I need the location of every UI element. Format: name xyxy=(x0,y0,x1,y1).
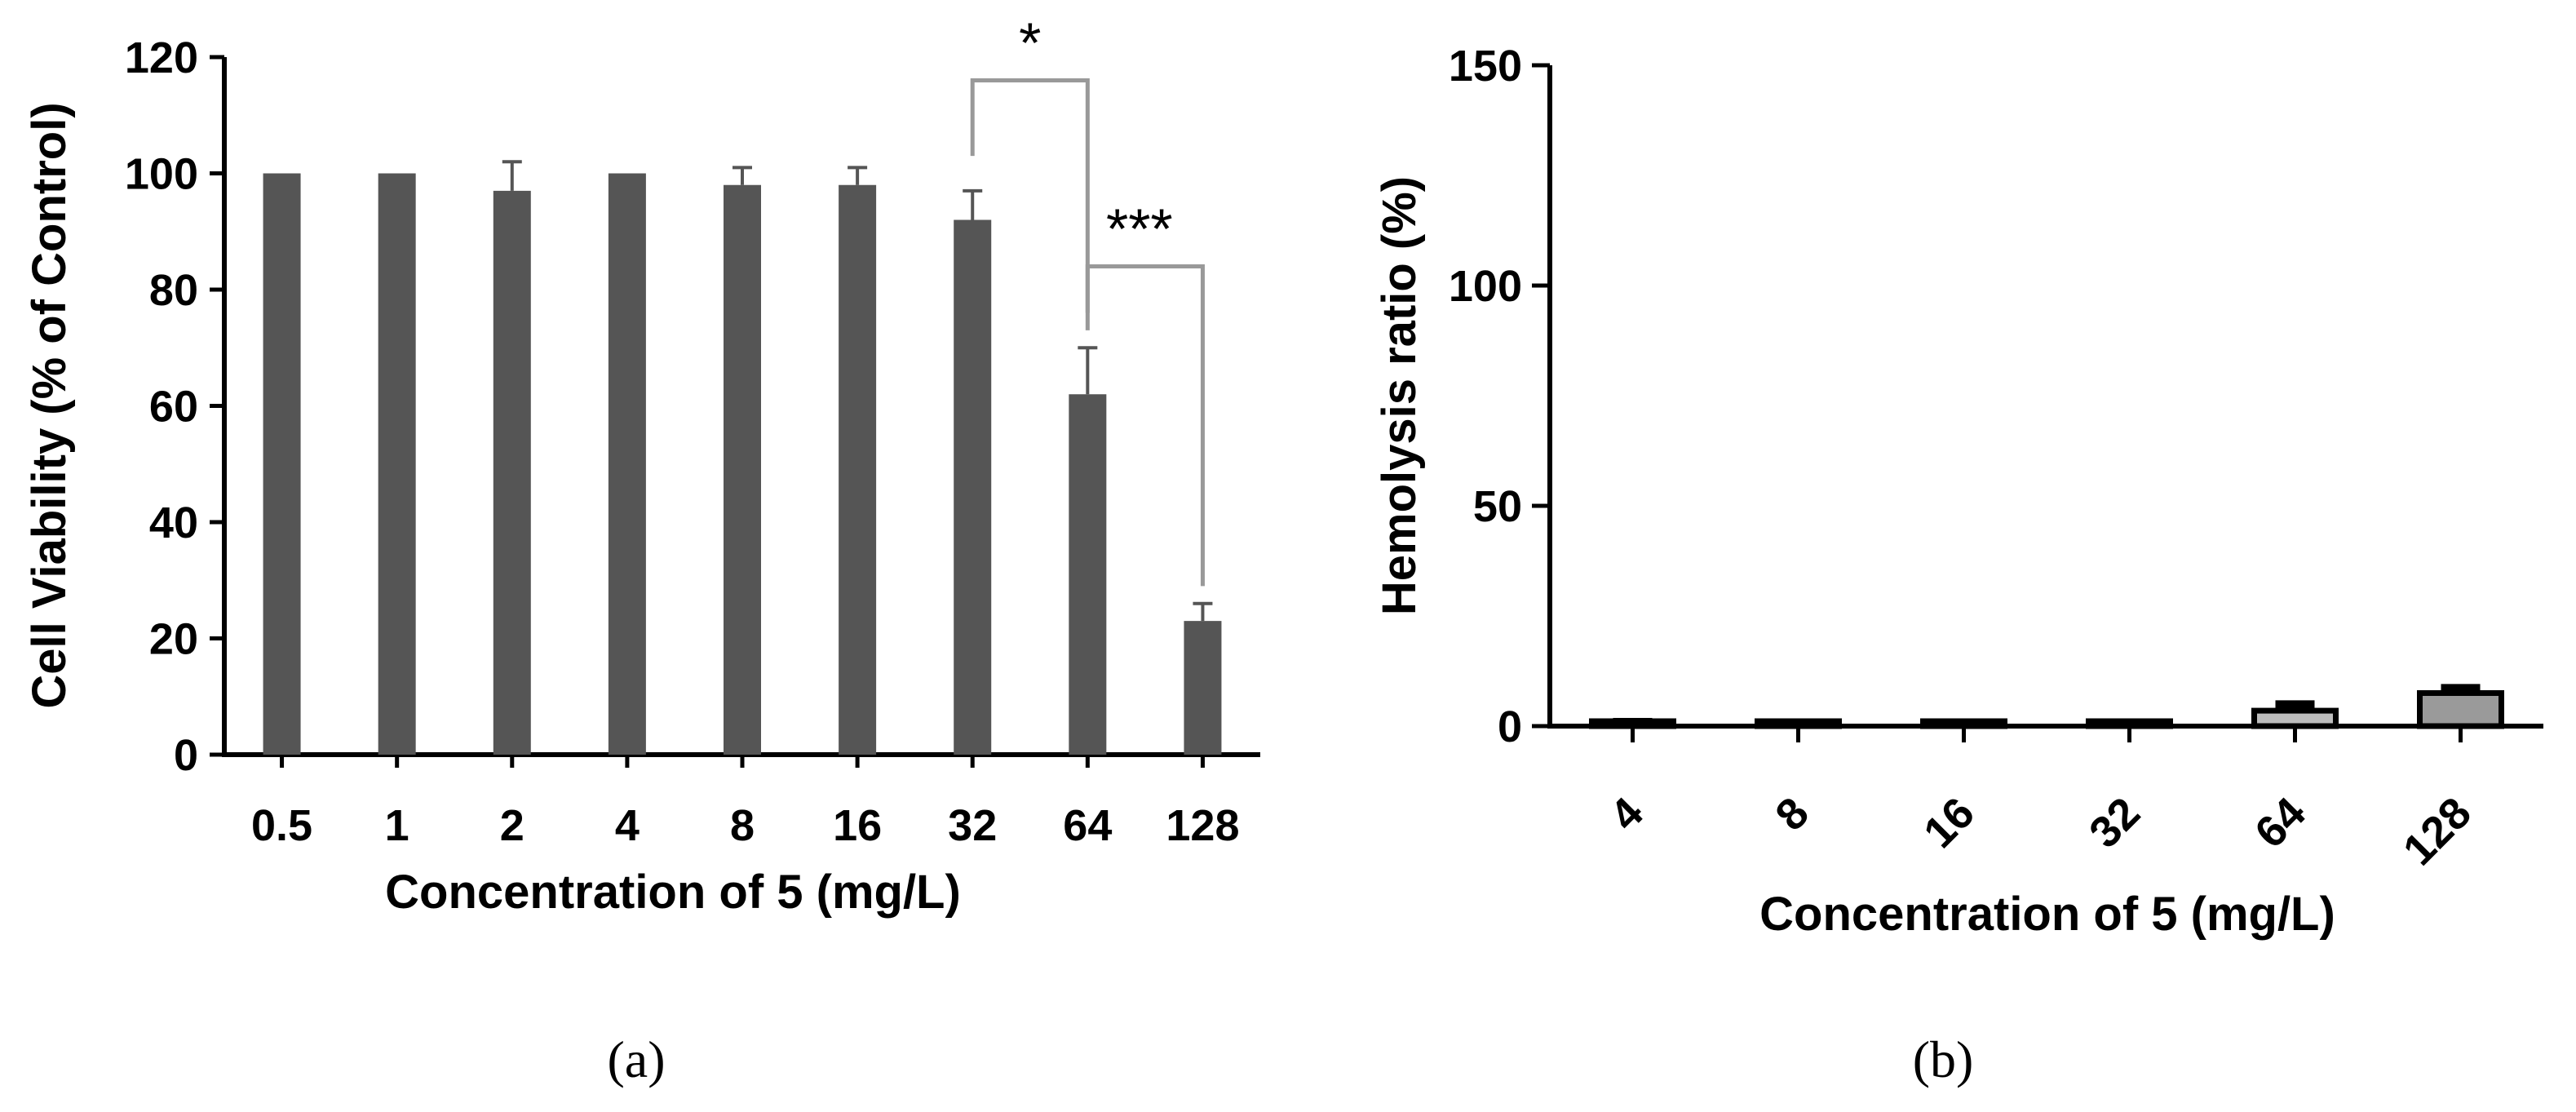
x-tick-label: 64 xyxy=(1063,801,1112,850)
y-tick-label: 80 xyxy=(149,266,198,315)
x-tick-label: 128 xyxy=(2394,788,2481,875)
bar xyxy=(263,173,301,755)
y-tick-label: 60 xyxy=(149,383,198,432)
x-tick-label: 16 xyxy=(833,801,882,850)
x-tick-label: 1 xyxy=(385,801,409,850)
error-bar xyxy=(2275,700,2315,714)
y-tick-label: 150 xyxy=(1449,42,1522,91)
significance-label: *** xyxy=(1106,197,1173,261)
significance-bracket xyxy=(970,78,1090,313)
y-tick-label: 0 xyxy=(174,731,198,780)
x-tick-label: 128 xyxy=(1166,801,1239,850)
bar xyxy=(724,184,761,755)
bar xyxy=(1184,621,1222,755)
x-axis-title: Concentration of 5 (mg/L) xyxy=(1759,888,2335,941)
y-axis-title: Cell Viability (% of Control) xyxy=(23,102,76,708)
significance-label: * xyxy=(1019,11,1041,75)
x-tick-label: 8 xyxy=(730,801,755,850)
x-tick-label: 64 xyxy=(2246,788,2315,857)
y-tick-label: 20 xyxy=(149,615,198,664)
bar xyxy=(954,219,992,755)
x-tick-label: 4 xyxy=(615,801,640,850)
y-tick-label: 0 xyxy=(1498,702,1522,751)
panel-label-b: (b) xyxy=(1913,1030,1974,1088)
error-bar xyxy=(1613,717,1653,725)
x-tick-label: 2 xyxy=(500,801,524,850)
y-tick-label: 100 xyxy=(1449,262,1522,311)
x-tick-label: 8 xyxy=(1766,788,1818,840)
y-tick-label: 40 xyxy=(149,498,198,547)
bar xyxy=(1069,394,1107,755)
chart-panel-b: 0 50 100 150 4 8 16 32 64 128 Concentration of 5 (… xyxy=(1373,42,2543,941)
y-axis-title: Hemolysis ratio (%) xyxy=(1373,176,1426,615)
x-tick-label: 0.5 xyxy=(251,801,312,850)
significance-bracket xyxy=(1085,264,1205,587)
x-tick-label: 32 xyxy=(2080,788,2149,857)
bar xyxy=(839,184,877,755)
error-bar xyxy=(2109,719,2149,727)
bar xyxy=(493,190,531,755)
y-tick-label: 120 xyxy=(125,33,198,82)
x-axis-title: Concentration of 5 (mg/L) xyxy=(385,866,961,919)
error-bar xyxy=(1778,720,1818,727)
error-bar xyxy=(2441,684,2481,696)
bar xyxy=(378,173,416,755)
y-tick-label: 100 xyxy=(125,150,198,199)
x-tick-label: 4 xyxy=(1600,788,1653,840)
bar xyxy=(2417,690,2504,729)
error-bar xyxy=(1944,720,1984,728)
x-tick-label: 16 xyxy=(1914,788,1984,857)
x-tick-label: 32 xyxy=(948,801,997,850)
bar xyxy=(608,173,646,755)
panel-label-a: (a) xyxy=(607,1030,665,1088)
y-tick-label: 50 xyxy=(1473,482,1522,531)
